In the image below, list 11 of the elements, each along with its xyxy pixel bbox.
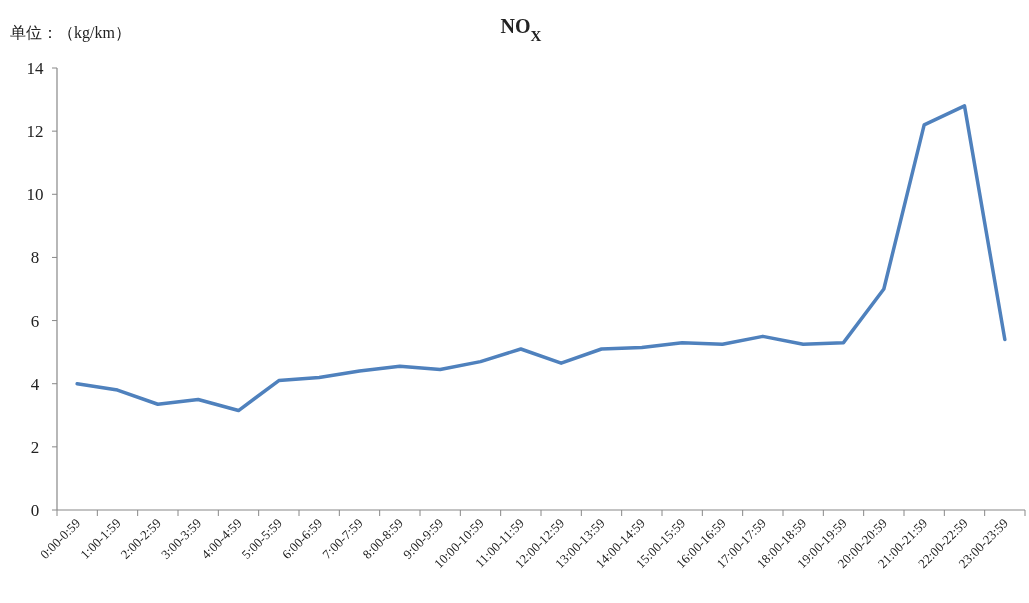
chart-title: NO$_{X}$ [500,15,542,44]
y-tick-label: 6 [30,311,40,331]
y-tick-label: 0 [30,501,40,520]
y-axis-title: 单位：（kg/km） [10,24,131,42]
y-tick-label: 12 [26,122,44,142]
y-tick-label: 14 [26,59,44,78]
y-tick-label: 8 [30,248,40,268]
y-tick-label: 2 [30,437,40,457]
y-tick-label: 10 [26,185,44,205]
y-tick-label: 4 [30,374,40,394]
line-series [75,104,1007,413]
